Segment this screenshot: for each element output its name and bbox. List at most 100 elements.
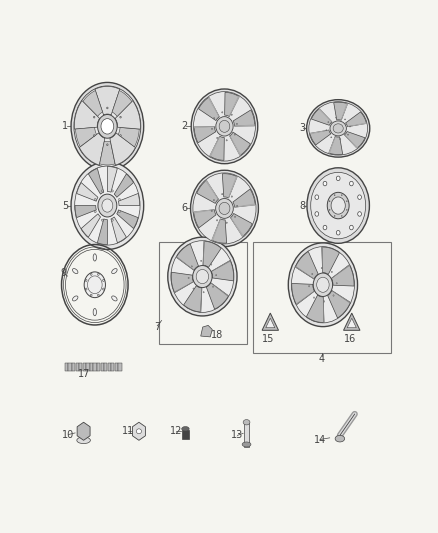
Ellipse shape <box>77 437 90 443</box>
Ellipse shape <box>345 119 346 120</box>
Ellipse shape <box>212 286 214 287</box>
Ellipse shape <box>315 212 319 216</box>
Ellipse shape <box>311 172 366 239</box>
Ellipse shape <box>191 170 258 247</box>
Ellipse shape <box>191 89 258 164</box>
Bar <box>108 363 111 370</box>
Text: 18: 18 <box>211 330 223 340</box>
Ellipse shape <box>73 269 78 273</box>
Polygon shape <box>206 283 229 309</box>
Ellipse shape <box>93 309 96 316</box>
Polygon shape <box>321 247 323 273</box>
Polygon shape <box>117 210 138 229</box>
Ellipse shape <box>74 166 140 245</box>
Circle shape <box>94 198 96 200</box>
Polygon shape <box>79 133 105 165</box>
Polygon shape <box>88 168 104 194</box>
Ellipse shape <box>231 196 233 197</box>
Polygon shape <box>234 124 255 126</box>
Ellipse shape <box>193 288 194 289</box>
Circle shape <box>111 219 113 221</box>
Ellipse shape <box>340 139 341 140</box>
Polygon shape <box>212 261 233 281</box>
Polygon shape <box>194 126 215 128</box>
Polygon shape <box>176 256 194 270</box>
Ellipse shape <box>323 225 327 230</box>
Polygon shape <box>233 189 255 207</box>
Polygon shape <box>212 219 221 241</box>
Ellipse shape <box>288 243 357 327</box>
Ellipse shape <box>334 215 335 216</box>
Ellipse shape <box>328 122 329 123</box>
Ellipse shape <box>326 130 327 131</box>
Polygon shape <box>201 325 212 337</box>
Text: 2: 2 <box>182 122 188 131</box>
Ellipse shape <box>216 220 218 221</box>
Ellipse shape <box>191 266 192 267</box>
Circle shape <box>119 198 120 200</box>
Polygon shape <box>81 214 101 237</box>
Ellipse shape <box>193 173 256 244</box>
Polygon shape <box>205 180 219 199</box>
Ellipse shape <box>219 203 230 214</box>
Ellipse shape <box>219 120 230 132</box>
Polygon shape <box>332 290 350 303</box>
Bar <box>115 363 118 370</box>
Polygon shape <box>200 288 202 312</box>
Polygon shape <box>197 180 219 204</box>
Polygon shape <box>334 102 347 120</box>
Polygon shape <box>184 286 202 312</box>
Polygon shape <box>118 193 140 206</box>
Bar <box>93 363 97 370</box>
Polygon shape <box>194 126 216 143</box>
Ellipse shape <box>106 107 108 109</box>
Circle shape <box>84 272 106 297</box>
Ellipse shape <box>74 86 141 167</box>
Ellipse shape <box>333 295 334 296</box>
Polygon shape <box>266 318 275 328</box>
Polygon shape <box>343 313 360 330</box>
Ellipse shape <box>73 296 78 301</box>
Circle shape <box>94 211 96 213</box>
Polygon shape <box>225 92 239 117</box>
Polygon shape <box>332 264 350 279</box>
Ellipse shape <box>341 215 342 216</box>
Bar <box>90 363 93 370</box>
Ellipse shape <box>93 135 95 136</box>
Polygon shape <box>211 282 229 297</box>
Ellipse shape <box>211 264 212 265</box>
Ellipse shape <box>329 201 330 202</box>
Ellipse shape <box>329 209 330 211</box>
Polygon shape <box>344 132 365 148</box>
Ellipse shape <box>315 195 319 199</box>
Ellipse shape <box>93 254 96 261</box>
Ellipse shape <box>71 83 144 170</box>
Text: 17: 17 <box>78 369 91 379</box>
Polygon shape <box>310 130 329 134</box>
Polygon shape <box>107 166 117 192</box>
Ellipse shape <box>331 137 332 138</box>
Polygon shape <box>230 136 241 156</box>
Polygon shape <box>322 247 339 274</box>
Bar <box>159 243 247 344</box>
Bar <box>97 363 100 370</box>
Ellipse shape <box>231 114 232 115</box>
Ellipse shape <box>350 225 353 230</box>
Text: 7: 7 <box>154 322 160 333</box>
Text: 8: 8 <box>299 200 305 211</box>
Polygon shape <box>194 209 216 228</box>
Ellipse shape <box>98 194 117 217</box>
Polygon shape <box>344 135 358 149</box>
Polygon shape <box>171 272 194 293</box>
Polygon shape <box>323 297 324 322</box>
Text: 1: 1 <box>62 122 68 131</box>
Bar <box>72 363 75 370</box>
Polygon shape <box>229 96 240 117</box>
Ellipse shape <box>182 426 189 431</box>
Bar <box>79 363 82 370</box>
Text: 14: 14 <box>314 435 327 445</box>
Ellipse shape <box>120 135 121 136</box>
Ellipse shape <box>226 222 227 223</box>
Ellipse shape <box>336 230 340 235</box>
Ellipse shape <box>324 301 325 302</box>
